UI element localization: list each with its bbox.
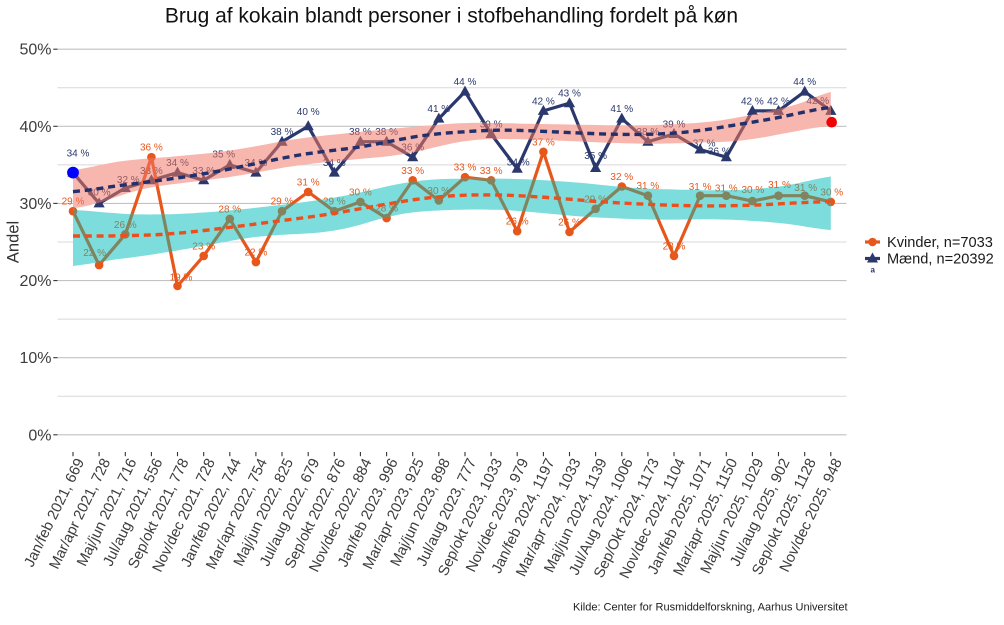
- svg-text:Kvinder, n=7033: Kvinder, n=7033: [887, 235, 993, 251]
- svg-text:38 %: 38 %: [271, 127, 294, 138]
- svg-text:34 %: 34 %: [67, 149, 90, 160]
- svg-text:0%: 0%: [28, 427, 51, 444]
- svg-text:32 %: 32 %: [117, 175, 140, 186]
- svg-text:26 %: 26 %: [506, 217, 529, 228]
- svg-text:33 %: 33 %: [192, 166, 215, 177]
- svg-text:29 %: 29 %: [62, 197, 85, 208]
- svg-text:28 %: 28 %: [375, 204, 398, 215]
- svg-text:44 %: 44 %: [793, 77, 816, 88]
- svg-text:35 %: 35 %: [584, 151, 607, 162]
- svg-text:26 %: 26 %: [558, 218, 581, 229]
- svg-text:Mænd, n=20392: Mænd, n=20392: [887, 251, 994, 267]
- svg-text:40 %: 40 %: [297, 107, 320, 118]
- svg-text:30 %: 30 %: [427, 186, 450, 197]
- svg-text:31 %: 31 %: [768, 180, 791, 191]
- svg-text:41 %: 41 %: [610, 104, 633, 115]
- svg-text:42 %: 42 %: [806, 96, 829, 107]
- svg-text:26 %: 26 %: [114, 220, 137, 231]
- svg-text:34 %: 34 %: [323, 158, 346, 169]
- svg-text:50%: 50%: [19, 42, 51, 59]
- svg-text:30 %: 30 %: [742, 185, 765, 196]
- svg-text:35 %: 35 %: [212, 149, 235, 160]
- svg-text:Brug af kokain blandt personer: Brug af kokain blandt personer i stofbeh…: [165, 5, 738, 28]
- svg-text:32 %: 32 %: [610, 172, 633, 183]
- svg-text:22 %: 22 %: [245, 248, 268, 259]
- svg-text:33 %: 33 %: [401, 166, 424, 177]
- svg-text:31 %: 31 %: [689, 182, 712, 193]
- svg-text:33 %: 33 %: [140, 166, 163, 177]
- svg-text:42 %: 42 %: [741, 96, 764, 107]
- svg-text:10%: 10%: [19, 350, 51, 367]
- svg-text:Andel: Andel: [5, 221, 23, 263]
- svg-text:29 %: 29 %: [323, 197, 346, 208]
- svg-text:29 %: 29 %: [271, 197, 294, 208]
- svg-text:19 %: 19 %: [170, 273, 193, 284]
- svg-text:33 %: 33 %: [480, 166, 503, 177]
- svg-text:39 %: 39 %: [480, 120, 503, 131]
- svg-text:36 %: 36 %: [401, 143, 424, 154]
- svg-text:44 %: 44 %: [454, 77, 477, 88]
- svg-text:31 %: 31 %: [297, 177, 320, 188]
- svg-text:36 %: 36 %: [708, 147, 731, 158]
- svg-text:36 %: 36 %: [140, 143, 163, 154]
- svg-text:37 %: 37 %: [693, 139, 716, 150]
- svg-text:31 %: 31 %: [715, 184, 738, 195]
- svg-text:42 %: 42 %: [532, 96, 555, 107]
- svg-text:34 %: 34 %: [507, 158, 530, 169]
- svg-text:42 %: 42 %: [767, 96, 790, 107]
- svg-text:39 %: 39 %: [663, 120, 686, 131]
- svg-text:30 %: 30 %: [349, 187, 372, 198]
- svg-text:31 %: 31 %: [794, 183, 817, 194]
- svg-text:23 %: 23 %: [663, 241, 686, 252]
- svg-text:41 %: 41 %: [427, 104, 450, 115]
- svg-text:28 %: 28 %: [218, 204, 241, 215]
- svg-text:37 %: 37 %: [532, 137, 555, 148]
- svg-text:23 %: 23 %: [192, 241, 215, 252]
- svg-text:34 %: 34 %: [166, 158, 189, 169]
- svg-text:Kilde: Center for Rusmiddelfor: Kilde: Center for Rusmiddelforskning, Aa…: [573, 602, 848, 614]
- svg-text:40%: 40%: [19, 119, 51, 136]
- svg-text:43 %: 43 %: [558, 89, 581, 100]
- svg-text:30 %: 30 %: [820, 187, 843, 198]
- svg-text:31 %: 31 %: [637, 181, 660, 192]
- svg-text:33 %: 33 %: [454, 163, 477, 174]
- svg-text:20%: 20%: [19, 273, 51, 290]
- svg-text:22 %: 22 %: [83, 248, 106, 259]
- svg-text:38 %: 38 %: [375, 127, 398, 138]
- svg-text:30 %: 30 %: [820, 187, 843, 198]
- svg-text:30%: 30%: [19, 196, 51, 213]
- svg-text:30 %: 30 %: [88, 187, 111, 198]
- svg-text:38 %: 38 %: [349, 127, 372, 138]
- svg-text:34 %: 34 %: [245, 158, 268, 169]
- svg-text:a: a: [870, 266, 875, 275]
